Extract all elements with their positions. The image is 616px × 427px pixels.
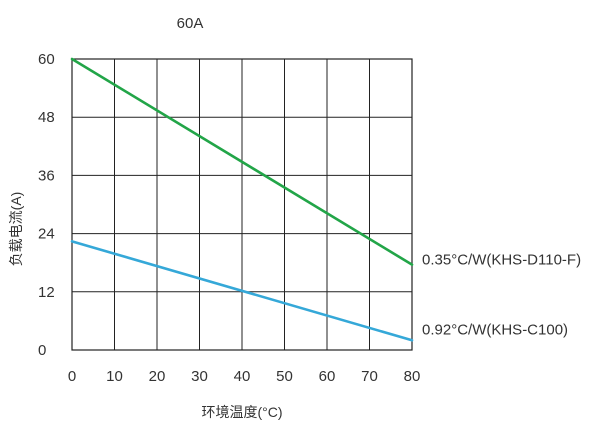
x-tick-label: 60 (319, 368, 336, 385)
y-tick-label: 36 (38, 167, 55, 184)
chart-title: 60A (177, 15, 204, 32)
x-axis-title: 环境温度(°C) (201, 404, 282, 420)
y-tick-label: 0 (38, 342, 46, 359)
y-tick-label: 60 (38, 51, 55, 68)
plot-border (71, 58, 413, 351)
y-tick-label: 24 (38, 226, 55, 243)
y-axis-title: 负载电流(A) (8, 192, 24, 267)
y-axis-ticks: 0 12 24 36 48 60 (38, 51, 55, 359)
y-tick-label: 48 (38, 109, 55, 126)
x-tick-label: 0 (68, 368, 76, 385)
x-tick-label: 70 (361, 368, 378, 385)
x-tick-label: 50 (276, 368, 293, 385)
series-label: 0.35°C/W(KHS-D110-F) (422, 252, 581, 269)
x-axis-ticks: 0 10 20 30 40 50 60 70 80 (68, 368, 421, 385)
series-labels: 0.35°C/W(KHS-D110-F) 0.92°C/W(KHS-C100) (422, 252, 581, 339)
series-label: 0.92°C/W(KHS-C100) (422, 321, 568, 338)
grid (71, 58, 413, 351)
series-lines (70, 57, 414, 342)
series-line (70, 240, 414, 342)
y-tick-label: 12 (38, 284, 55, 301)
x-tick-label: 20 (149, 368, 166, 385)
series-line (70, 57, 414, 266)
x-tick-label: 10 (106, 368, 123, 385)
x-tick-label: 30 (191, 368, 208, 385)
x-tick-label: 40 (234, 368, 251, 385)
x-tick-label: 80 (404, 368, 421, 385)
